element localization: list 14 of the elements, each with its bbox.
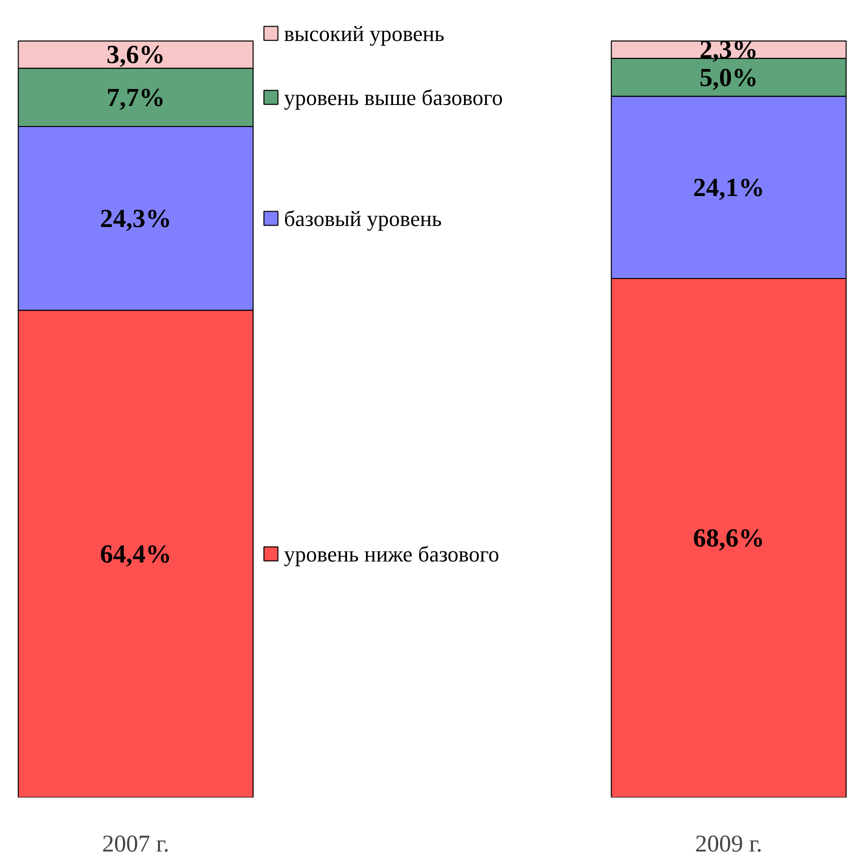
legend-label: базовый уровень bbox=[284, 206, 442, 231]
legend-label: высокий уровень bbox=[284, 20, 444, 46]
x-tick-label: 2007 г. bbox=[102, 832, 170, 858]
data-label: 24,3% bbox=[100, 204, 172, 233]
data-label: 68,6% bbox=[692, 524, 764, 553]
data-label: 24,1% bbox=[692, 172, 764, 202]
data-label: 7,7% bbox=[106, 82, 165, 112]
legend-label: уровень выше базового bbox=[284, 84, 503, 110]
data-label: 5,0% bbox=[699, 62, 758, 92]
data-label: 64,4% bbox=[100, 539, 172, 568]
x-tick-label: 2009 г. bbox=[695, 832, 762, 858]
data-label: 2,3% bbox=[699, 35, 758, 64]
legend-label: уровень ниже базового bbox=[284, 541, 500, 566]
data-label: 3,6% bbox=[106, 40, 165, 70]
